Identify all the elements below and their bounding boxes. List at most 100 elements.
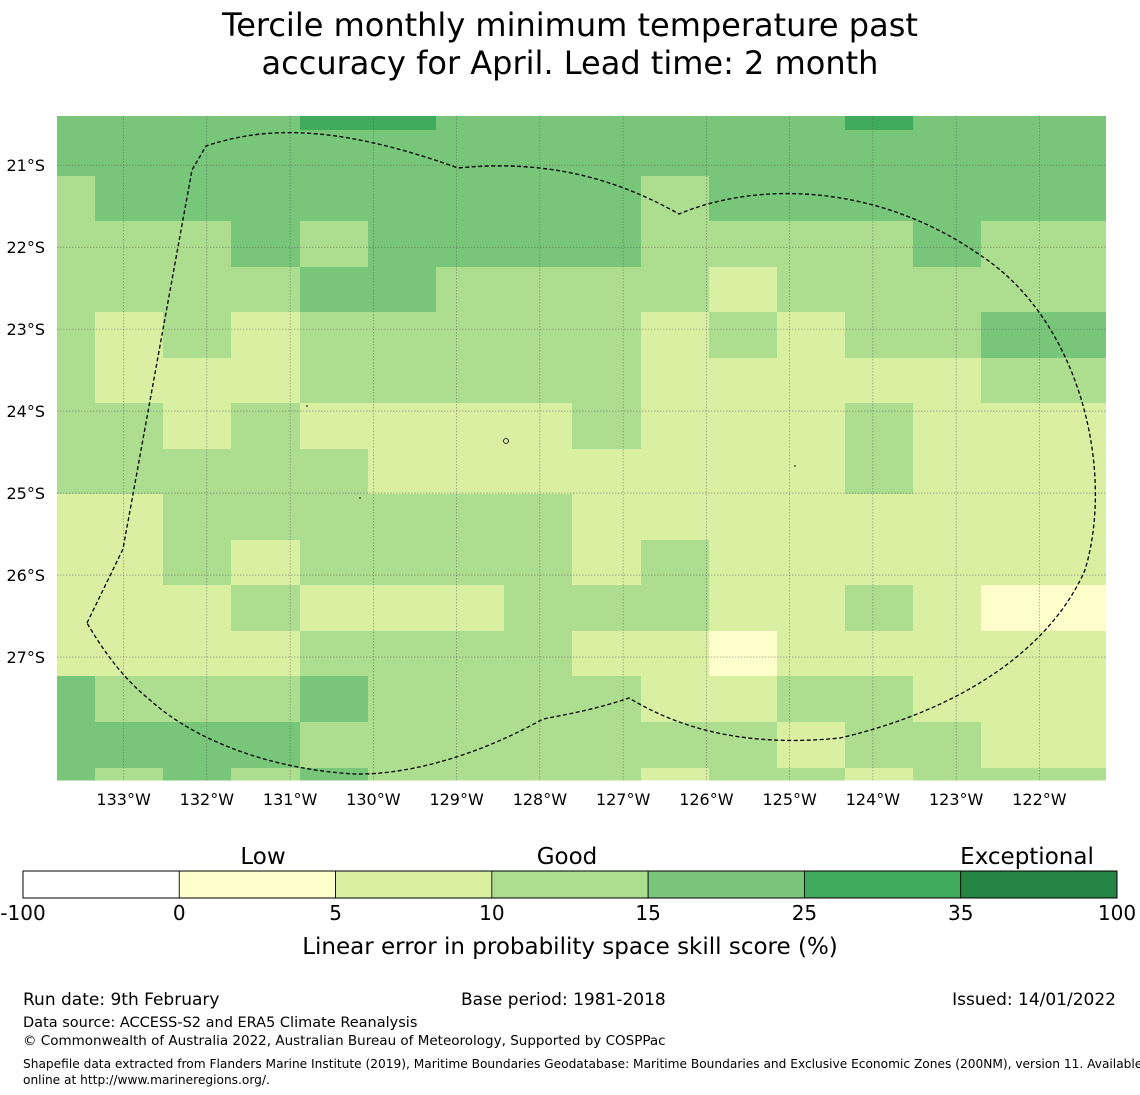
heatmap-cell: [913, 358, 982, 404]
heatmap-cell: [368, 116, 437, 131]
heatmap-cell: [368, 449, 437, 495]
heatmap-cell: [231, 312, 301, 359]
heatmap-cell: [1050, 358, 1106, 404]
heatmap-cell: [913, 722, 982, 769]
heatmap-cell: [57, 116, 96, 131]
heatmap-cell: [300, 176, 369, 222]
heatmap-cell: [981, 722, 1051, 769]
heatmap-cell: [300, 358, 369, 404]
heatmap-cell: [436, 494, 505, 541]
heatmap-cell: [845, 403, 914, 450]
heatmap-cell: [163, 403, 232, 450]
heatmap-cell: [572, 176, 642, 222]
heatmap-cell: [845, 768, 914, 781]
heatmap-cell: [163, 116, 232, 131]
heatmap-cell: [57, 358, 96, 404]
heatmap-cell: [913, 116, 982, 131]
heatmap-cell: [1050, 722, 1106, 769]
heatmap-cell: [981, 676, 1051, 723]
y-tick-label: 21°S: [6, 156, 45, 175]
colorbar-axis-label: Linear error in probability space skill …: [302, 934, 838, 960]
heatmap-cell: [845, 312, 914, 359]
heatmap-cell: [641, 449, 710, 495]
heatmap-cell: [163, 585, 232, 632]
heatmap-cell: [57, 722, 96, 769]
heatmap-cell: [95, 116, 164, 131]
heatmap-cell: [641, 176, 710, 222]
colorbar-swatch: [491, 870, 649, 899]
heatmap-cell: [95, 494, 164, 541]
heatmap-cell: [163, 631, 232, 677]
heatmap-cell: [845, 540, 914, 586]
heatmap-cell: [436, 631, 505, 677]
heatmap-cell: [163, 449, 232, 495]
heatmap-cell: [641, 768, 710, 781]
heatmap-cell: [504, 768, 573, 781]
heatmap-cell: [572, 768, 642, 781]
heatmap-cell: [777, 403, 846, 450]
heatmap-cell: [709, 403, 778, 450]
heatmap-cell: [981, 358, 1051, 404]
heatmap-cell: [981, 267, 1051, 313]
heatmap-cell: [572, 676, 642, 723]
y-tick-label: 25°S: [6, 484, 45, 503]
heatmap-cell: [777, 449, 846, 495]
heatmap-cell: [57, 540, 96, 586]
heatmap-cell: [572, 585, 642, 632]
heatmap-cell: [163, 358, 232, 404]
heatmap-cell: [95, 540, 164, 586]
heatmap-cell: [231, 768, 301, 781]
heatmap-cell: [300, 676, 369, 723]
y-tick-label: 23°S: [6, 320, 45, 339]
heatmap-cell: [368, 403, 437, 450]
heatmap-cell: [572, 358, 642, 404]
colorbar-tick-label: 5: [329, 901, 342, 925]
heatmap-cell: [777, 676, 846, 723]
heatmap-cell: [913, 494, 982, 541]
heatmap-cell: [777, 267, 846, 313]
heatmap-cell: [163, 176, 232, 222]
heatmap-cell: [231, 267, 301, 313]
heatmap-cell: [709, 358, 778, 404]
heatmap-cell: [231, 631, 301, 677]
heatmap-cell: [300, 585, 369, 632]
heatmap-cell: [436, 676, 505, 723]
heatmap-cell: [95, 358, 164, 404]
heatmap-cell: [368, 631, 437, 677]
x-tick-label: 123°W: [929, 790, 984, 809]
heatmap-cell: [504, 176, 573, 222]
y-tick-label: 26°S: [6, 566, 45, 585]
heatmap-cell: [504, 358, 573, 404]
heatmap-cell: [504, 449, 573, 495]
heatmap-cell: [57, 221, 96, 268]
heatmap-cell: [777, 130, 846, 177]
x-tick-label: 124°W: [846, 790, 901, 809]
heatmap-cell: [231, 449, 301, 495]
heatmap-cell: [572, 267, 642, 313]
heatmap-cell: [777, 631, 846, 677]
heatmap-cell: [231, 585, 301, 632]
heatmap-cell: [504, 676, 573, 723]
heatmap-cell: [163, 494, 232, 541]
heatmap-cell: [572, 722, 642, 769]
x-tick-label: 129°W: [429, 790, 484, 809]
heatmap-cell: [981, 540, 1051, 586]
colorbar-tick-label: -100: [0, 901, 45, 925]
heatmap-cell: [95, 403, 164, 450]
heatmap-cell: [95, 221, 164, 268]
heatmap-cell: [300, 267, 369, 313]
x-tick-label: 133°W: [96, 790, 151, 809]
heatmap-cell: [845, 676, 914, 723]
heatmap-cell: [300, 722, 369, 769]
heatmap-cell: [368, 358, 437, 404]
heatmap-cell: [777, 116, 846, 131]
heatmap-cell: [231, 540, 301, 586]
heatmap-cell: [641, 130, 710, 177]
chart-title-line-1: Tercile monthly minimum temperature past: [222, 6, 918, 44]
heatmap-cell: [231, 176, 301, 222]
heatmap-cell: [641, 116, 710, 131]
heatmap-cell: [913, 130, 982, 177]
heatmap-cell: [95, 267, 164, 313]
heatmap-cell: [981, 403, 1051, 450]
colorbar-swatch: [960, 870, 1118, 899]
